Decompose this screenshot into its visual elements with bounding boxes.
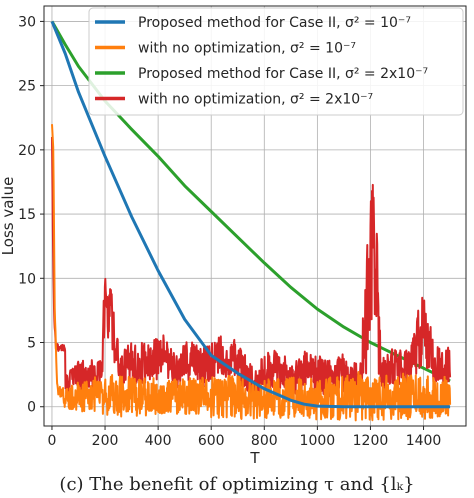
x-tick-label: 1400 <box>406 433 442 449</box>
y-tick-label: 10 <box>18 271 36 287</box>
legend-entry: Proposed method for Case II, σ² = 10⁻⁷ <box>138 15 411 31</box>
x-tick-label: 800 <box>251 433 278 449</box>
legend: Proposed method for Case II, σ² = 10⁻⁷ wi… <box>88 7 464 116</box>
legend-entry: with no optimization, σ² = 2x10⁻⁷ <box>138 92 373 108</box>
x-tick-label: 600 <box>198 433 225 449</box>
x-tick-label: 400 <box>145 433 172 449</box>
y-axis-label: Loss value <box>0 177 17 256</box>
axes-frame <box>43 5 467 427</box>
x-tick-label: 0 <box>48 433 57 449</box>
series-line-2 <box>51 124 452 422</box>
x-axis-label: T <box>249 449 260 467</box>
y-tick-label: 15 <box>18 207 36 223</box>
y-tick-label: 5 <box>27 336 36 352</box>
series-line-1 <box>50 20 451 409</box>
legend-box <box>88 7 464 116</box>
x-tick-label: 1200 <box>353 433 389 449</box>
figure-caption: (c) The benefit of optimizing τ and {lₖ} <box>59 474 415 495</box>
series-line-4 <box>51 136 452 399</box>
x-tick-label: 200 <box>92 433 119 449</box>
x-tick-label: 1000 <box>300 433 336 449</box>
y-tick-label: 20 <box>18 143 36 159</box>
legend-entry: Proposed method for Case II, σ² = 2x10⁻⁷ <box>138 66 428 82</box>
legend-entry: with no optimization, σ² = 10⁻⁷ <box>138 41 356 57</box>
axis-ticks: 0 200 400 600 800 1000 1200 1400 0 5 10 15 20 25 30 <box>18 14 441 449</box>
y-tick-label: 30 <box>18 14 36 30</box>
y-tick-label: 0 <box>27 400 36 416</box>
y-tick-label: 25 <box>18 79 36 95</box>
